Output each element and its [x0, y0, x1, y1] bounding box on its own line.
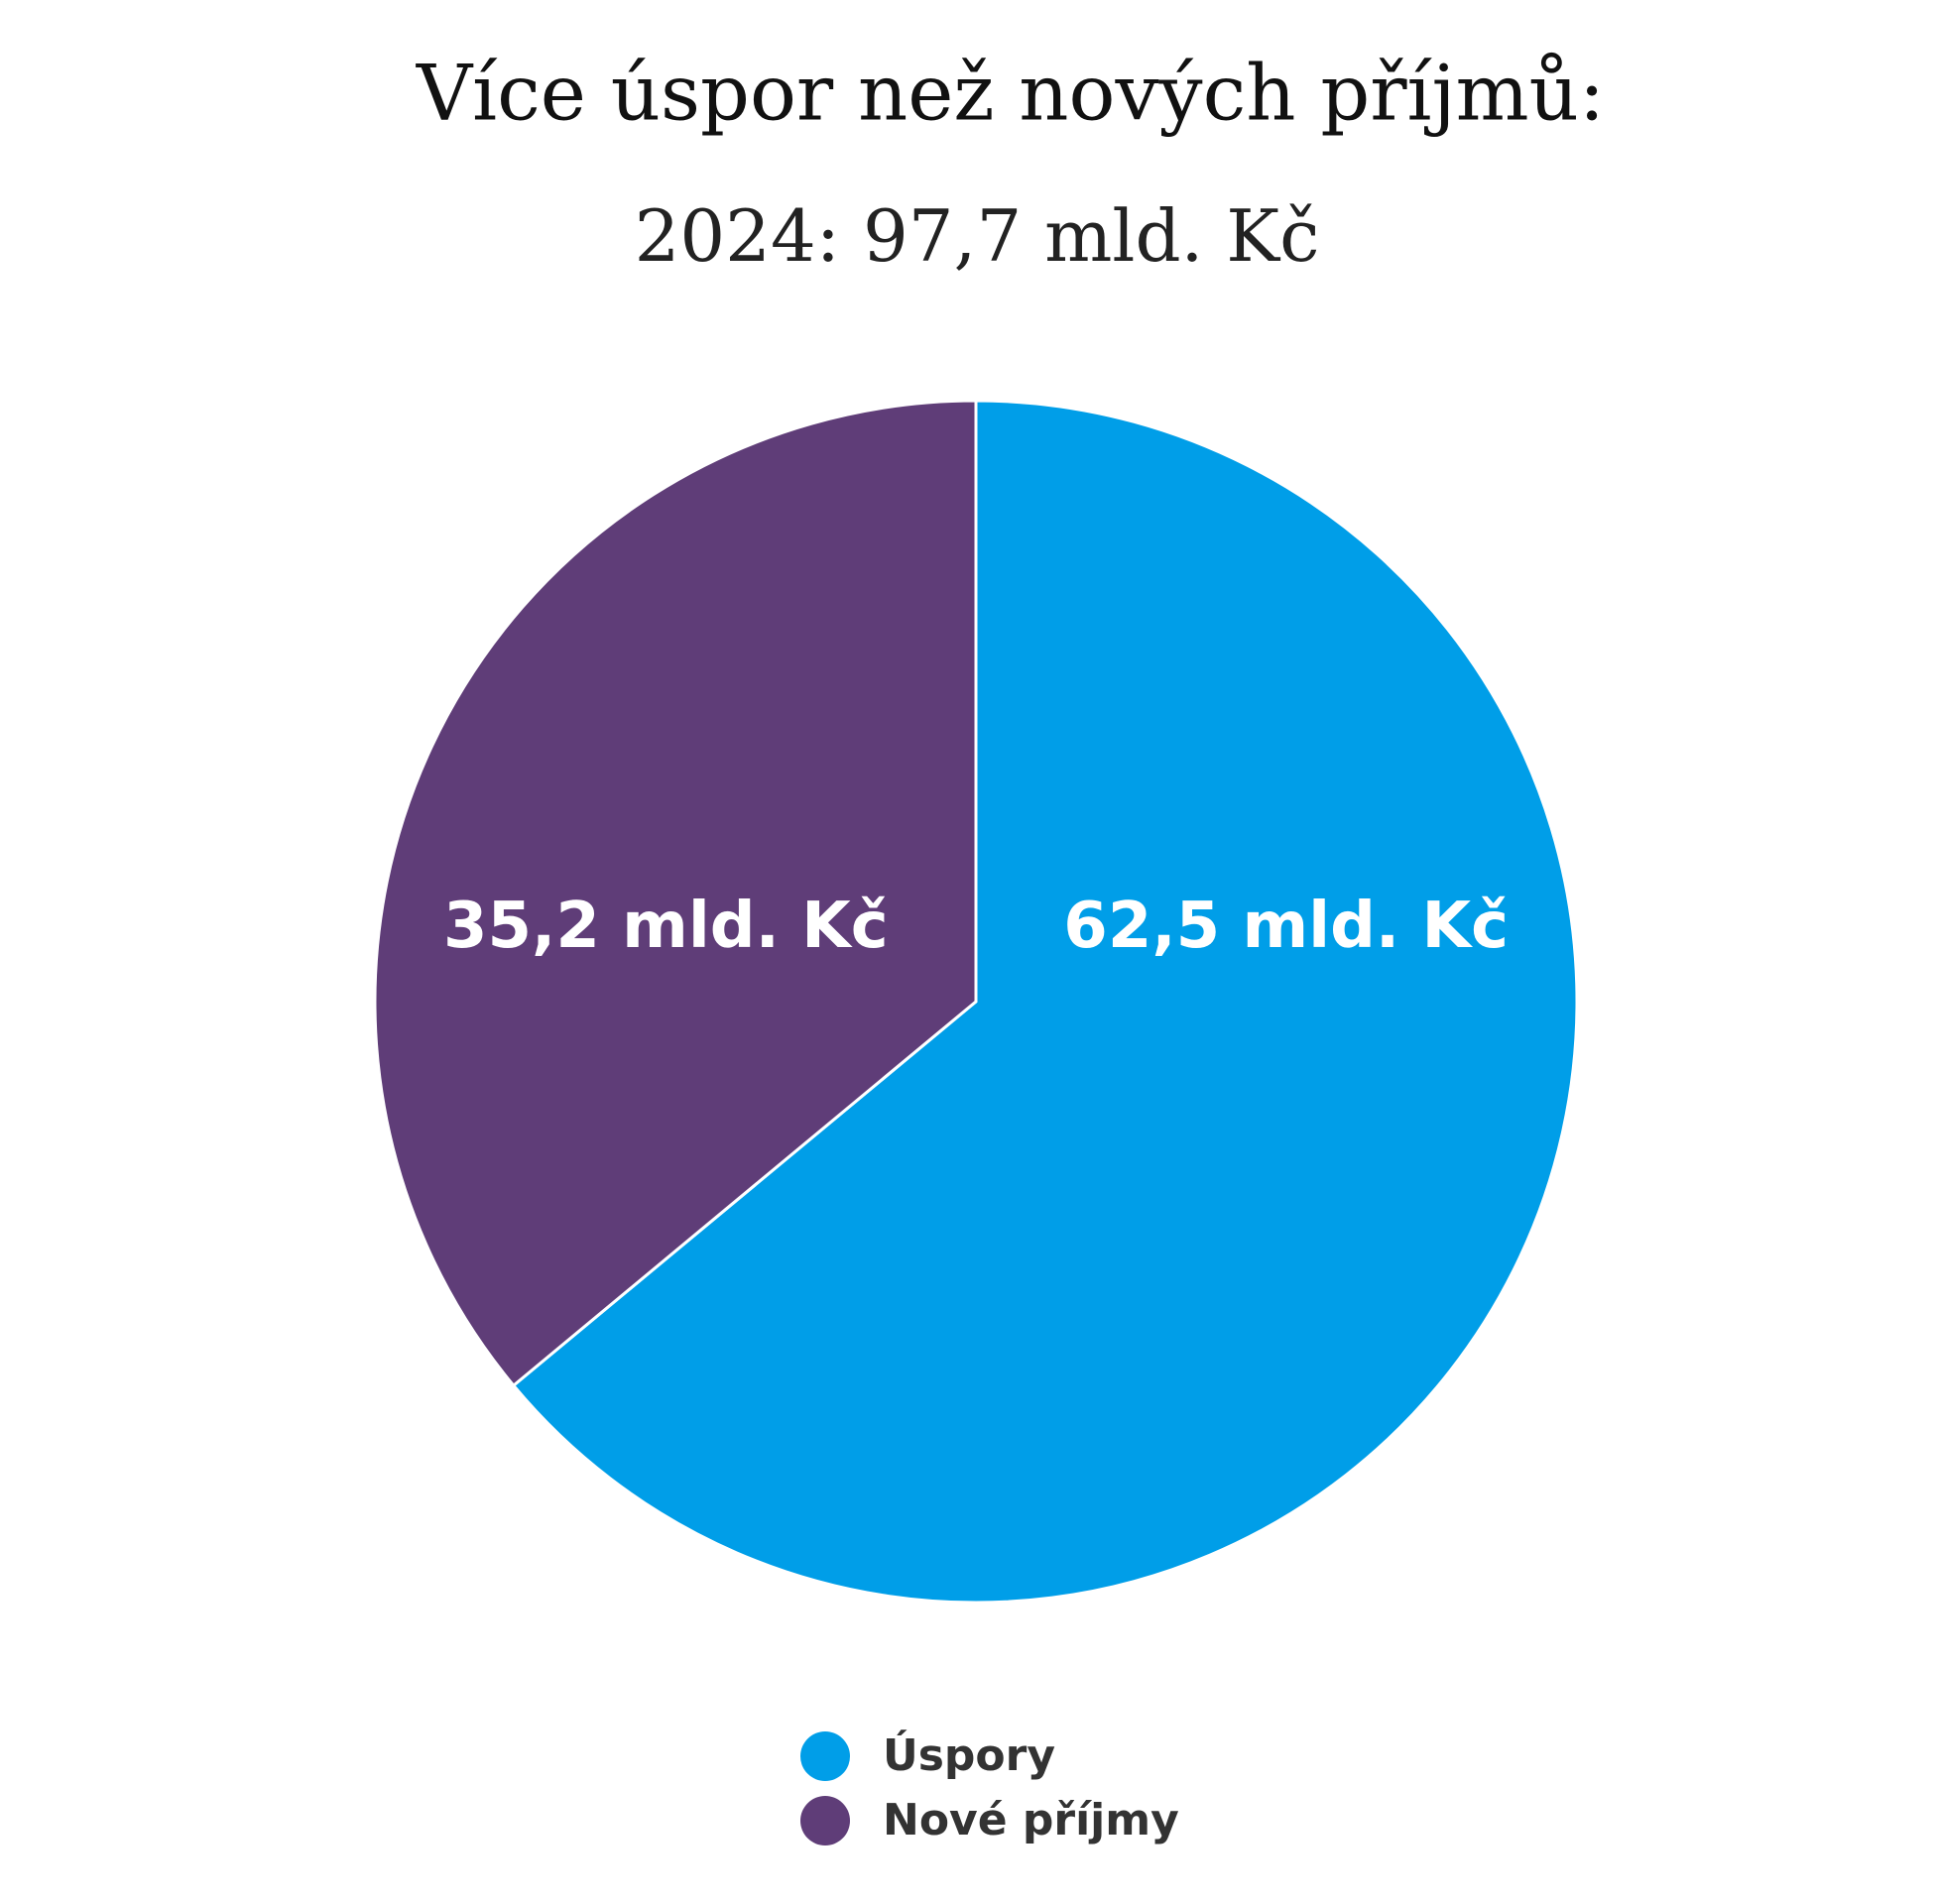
pie-slice [373, 399, 978, 1388]
legend-label: Úspory [883, 1728, 1055, 1781]
legend-swatch [800, 1731, 850, 1781]
legend-swatch [800, 1796, 850, 1845]
legend-label: Nové příjmy [883, 1795, 1179, 1845]
slice-label: 62,5 mld. Kč [1063, 890, 1509, 963]
chart-subtitle: 2024: 97,7 mld. Kč [635, 194, 1320, 278]
slice-label: 35,2 mld. Kč [443, 890, 889, 963]
pie-slice [511, 399, 1579, 1605]
chart-title: Více úspor než nových příjmů: [416, 50, 1605, 139]
